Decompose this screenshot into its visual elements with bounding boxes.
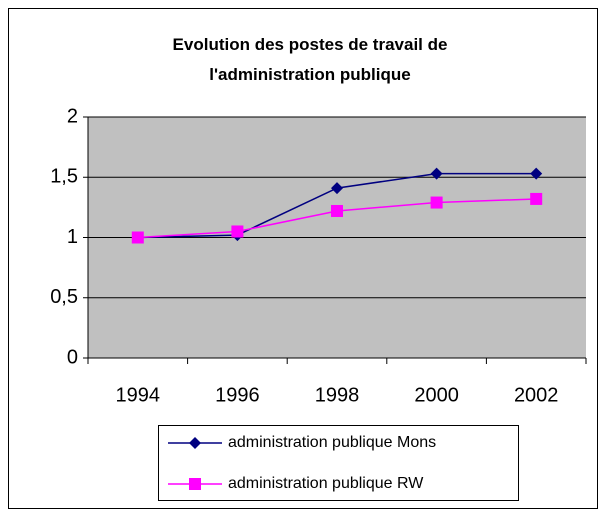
marker bbox=[189, 478, 201, 490]
marker bbox=[430, 167, 443, 180]
marker bbox=[231, 225, 244, 238]
marker bbox=[131, 231, 144, 244]
legend-box bbox=[158, 425, 519, 501]
marker bbox=[331, 204, 343, 217]
marker bbox=[430, 196, 443, 209]
x-tick-label: 1996 bbox=[215, 384, 260, 406]
x-tick-label: 1998 bbox=[315, 384, 360, 406]
marker bbox=[530, 192, 543, 205]
y-tick-label: 0,5 bbox=[50, 286, 78, 308]
x-tick-label: 2000 bbox=[414, 384, 459, 406]
marker bbox=[530, 167, 543, 180]
x-tick-label: 2002 bbox=[514, 384, 559, 406]
y-tick-label: 0 bbox=[67, 346, 78, 368]
chart-title: Evolution des postes de travail de l'adm… bbox=[172, 35, 448, 84]
marker bbox=[331, 182, 343, 195]
y-tick-label: 1,5 bbox=[50, 166, 78, 188]
marker bbox=[189, 437, 201, 449]
legend-label: administration publique RW bbox=[228, 475, 424, 492]
y-tick-label: 2 bbox=[67, 105, 78, 127]
x-tick-label: 1994 bbox=[116, 384, 161, 406]
y-tick-label: 1 bbox=[67, 226, 78, 248]
legend-label: administration publique Mons bbox=[228, 434, 436, 451]
